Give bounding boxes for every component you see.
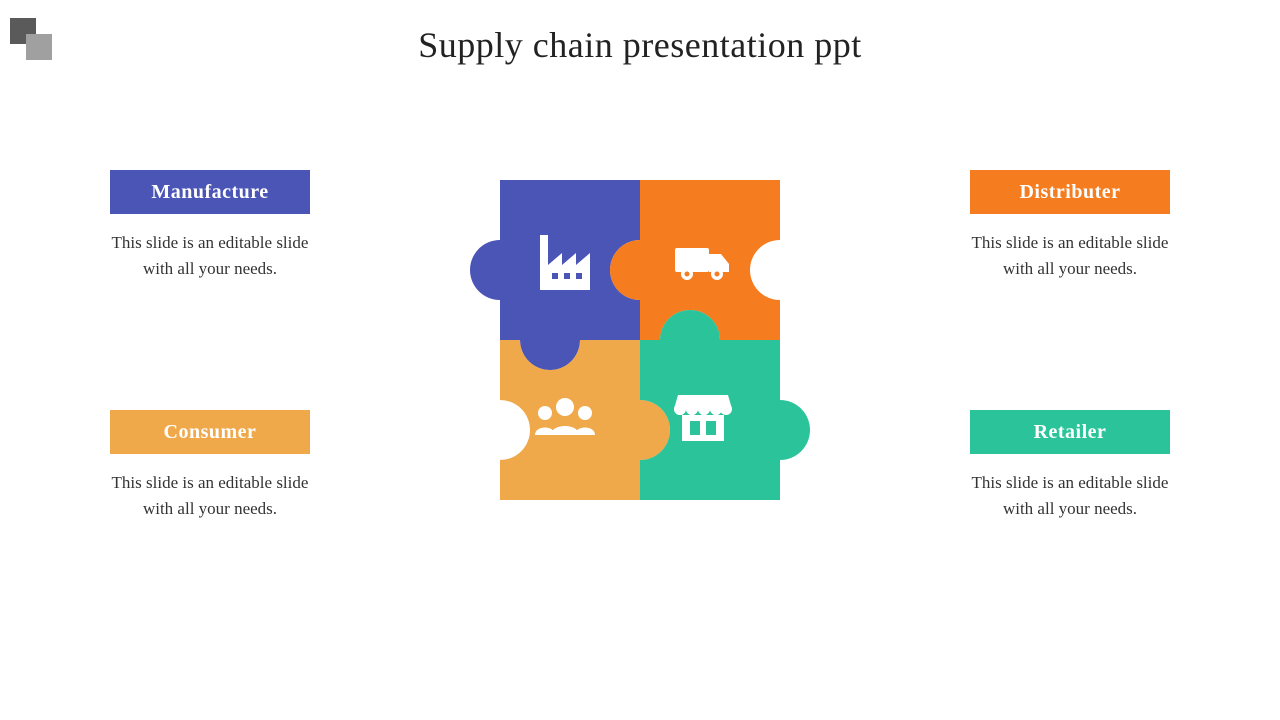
label-distributer: Distributer	[970, 170, 1170, 214]
label-consumer: Consumer	[110, 410, 310, 454]
label-text: Consumer	[164, 421, 257, 444]
label-text: Retailer	[1034, 421, 1107, 444]
puzzle-diagram	[440, 140, 840, 540]
label-text: Manufacture	[151, 181, 268, 204]
label-retailer: Retailer	[970, 410, 1170, 454]
puzzle-svg	[440, 140, 840, 540]
desc-retailer: This slide is an editable slide with all…	[970, 470, 1170, 521]
desc-distributer: This slide is an editable slide with all…	[970, 230, 1170, 281]
desc-manufacture: This slide is an editable slide with all…	[110, 230, 310, 281]
desc-consumer: This slide is an editable slide with all…	[110, 470, 310, 521]
label-text: Distributer	[1019, 181, 1120, 204]
store-icon	[674, 395, 732, 441]
slide-title: Supply chain presentation ppt	[0, 24, 1280, 66]
label-manufacture: Manufacture	[110, 170, 310, 214]
